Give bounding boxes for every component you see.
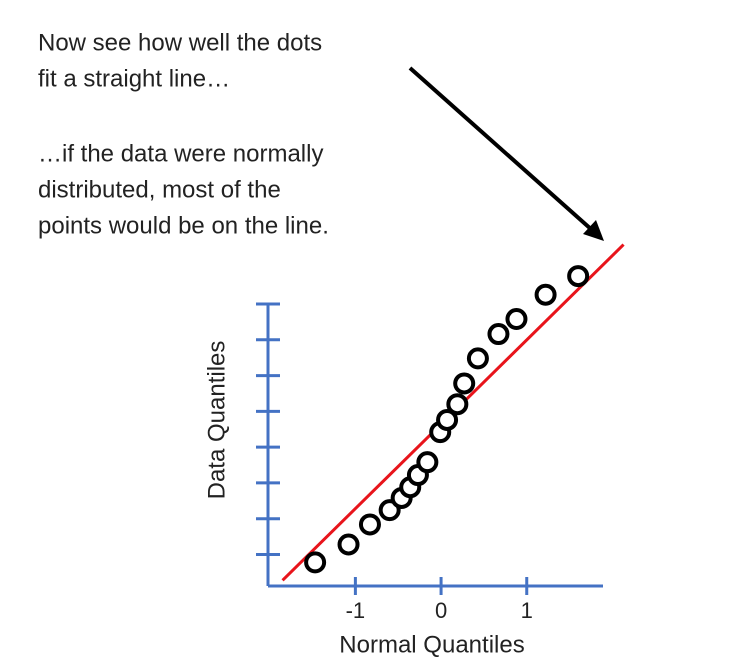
data-point: [567, 265, 590, 288]
arrow-shaft: [408, 66, 594, 232]
annotation: Now see how well the dots: [38, 29, 322, 56]
annotation: fit a straight line…: [38, 65, 230, 92]
data-point: [446, 393, 469, 416]
annotation: distributed, most of the: [38, 176, 281, 203]
data-point: [505, 308, 528, 331]
annotation: points would be on the line.: [38, 212, 329, 239]
y-axis-label: Data Quantiles: [203, 341, 230, 500]
data-point: [416, 451, 439, 474]
arrow-head: [583, 220, 604, 241]
data-point: [358, 513, 381, 536]
data-point: [337, 533, 360, 556]
data-point: [453, 372, 476, 395]
x-tick-label: -1: [346, 598, 366, 623]
data-point: [466, 347, 489, 370]
data-point: [304, 551, 327, 574]
data-point: [436, 408, 459, 431]
data-point: [534, 283, 557, 306]
x-tick-label: 1: [521, 598, 533, 623]
x-axis-label: Normal Quantiles: [339, 631, 524, 658]
annotation: …if the data were normally: [38, 140, 323, 167]
data-point: [487, 323, 510, 346]
x-tick-label: 0: [435, 598, 447, 623]
